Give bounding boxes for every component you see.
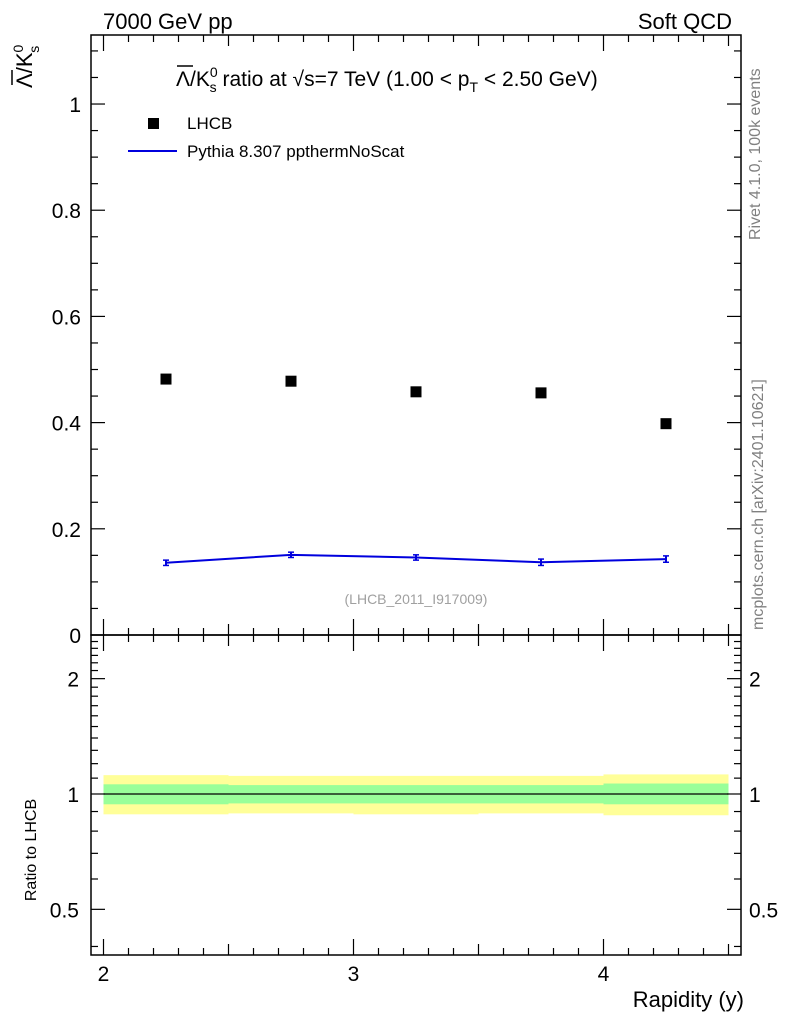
lhcb-point (535, 387, 547, 399)
title-sqrt-sign: √ (293, 68, 305, 91)
ratio-ytick-label-left: 1 (67, 784, 79, 807)
title-tail: < 2.50 GeV) (478, 68, 598, 91)
ratio-ytick-label-left: 0.5 (50, 899, 79, 922)
title-sub: s (210, 79, 217, 95)
main-ytick-label: 0 (69, 625, 81, 648)
analysis-id: (LHCB_2011_I917009) (345, 591, 488, 607)
title-lambda: Λ (176, 68, 190, 91)
mcplots-label: mcplots.cern.ch [arXiv:2401.10621] (750, 379, 767, 630)
legend: LHCB Pythia 8.307 ppthermNoScat (128, 114, 405, 161)
header-left: 7000 GeV pp (103, 9, 233, 34)
ratio-ticks: 0.5 0.5 1 1 2 2 (50, 640, 778, 948)
main-ytick-label: 0.2 (52, 519, 81, 542)
title-k: /K (190, 68, 210, 91)
title-energy: =7 TeV (1.00 < p (315, 68, 470, 91)
title-sup: 0 (210, 64, 218, 80)
main-series (160, 373, 672, 567)
ratio-bands (103, 774, 729, 816)
main-ticks: 0 0.2 0.4 0.6 0.8 1 2 3 4 (52, 35, 741, 986)
ratio-ytick-label-right: 1 (749, 784, 761, 807)
legend-label-pythia: Pythia 8.307 ppthermNoScat (187, 142, 405, 161)
title-sqrt-arg: s (304, 68, 315, 91)
legend-label-lhcb: LHCB (187, 114, 232, 133)
ratio-ytick-label-left: 2 (67, 669, 79, 692)
ratio-plot-frame (90, 634, 742, 956)
ylabel-sup: 0 (10, 45, 26, 53)
header-right: Soft QCD (638, 9, 732, 34)
x-tick-label: 4 (598, 963, 610, 986)
ratio-ylabel: Ratio to LHCB (23, 799, 40, 901)
plot-title: Λ/K0 s ratio at √s=7 TeV (1.00 < pT < 2.5… (176, 64, 598, 95)
x-tick-label: 3 (348, 963, 360, 986)
ratio-ytick-label-right: 0.5 (749, 899, 778, 922)
title-pt-sub: T (469, 79, 478, 95)
lhcb-point (410, 386, 422, 398)
main-ytick-label: 0.4 (52, 413, 82, 436)
y-axis-label: Λ/K0s (10, 45, 42, 89)
legend-marker-lhcb (148, 118, 159, 129)
x-axis-label: Rapidity (y) (633, 987, 744, 1012)
ratio-ytick-label-right: 2 (749, 669, 761, 692)
svg-text:Λ/K0s: Λ/K0s (10, 45, 42, 89)
main-ytick-label: 1 (69, 94, 81, 117)
main-ytick-label: 0.6 (52, 306, 81, 329)
ylabel-sub: s (26, 46, 42, 53)
lhcb-point (160, 373, 172, 385)
ylabel-lambda: Λ (12, 73, 37, 88)
lhcb-point (660, 418, 672, 430)
main-ytick-label: 0.8 (52, 200, 81, 223)
lhcb-point (285, 375, 297, 387)
ylabel-k: /K (12, 52, 37, 73)
title-ratio-text: ratio at (217, 68, 293, 91)
svg-text:Λ/K0s ratio at √s=7 TeV (1.00: Λ/K0 s ratio at √s=7 TeV (1.00 < pT < 2.5… (176, 64, 598, 95)
rivet-label: Rivet 4.1.0, 100k events (747, 68, 764, 240)
x-tick-label: 2 (98, 963, 110, 986)
